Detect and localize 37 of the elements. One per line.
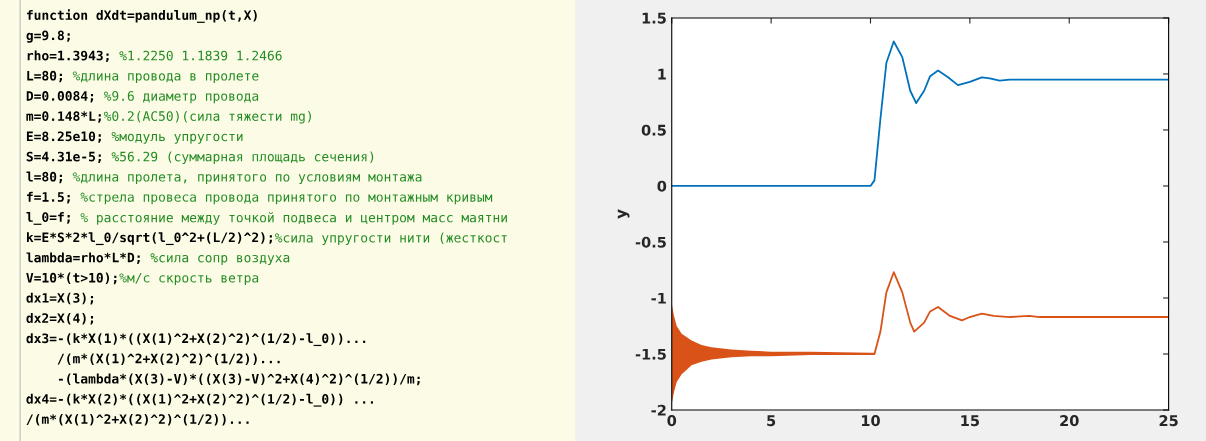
- x-tick-label: 25: [1159, 415, 1178, 427]
- text: k=E*S*2*l_0/sqrt(l_0^2+(L/2)^2);%сила упругости нити (жесткост: [26, 232, 507, 246]
- line-series: [671, 40, 1169, 187]
- text: V=10*(t>10);%м/с скрость ветра: [26, 272, 259, 286]
- text: /(m*(X(1)^2+X(2)^2)^(1/2))...: [26, 414, 249, 426]
- text: rho=1.3943; %1.2250 1.1839 1.2466: [27, 50, 282, 63]
- x-tick-label: 20: [1060, 415, 1079, 427]
- text: dx3=-(k*X(1)*((X(1)^2+X(2)^2)^(1/2)-l_0))...: [26, 333, 366, 347]
- y-tick-label: -1.5: [635, 348, 666, 360]
- text: function dXdt=pandulum_np(t,X): [26, 9, 257, 23]
- text: m=0.148*L;%0.2(AC50)(сила тяжести mg): [26, 110, 311, 124]
- y-tick-label: 1.5: [642, 12, 666, 24]
- x-tick-label: 0: [667, 415, 677, 427]
- text: E=8.25e10; %модуль упругости: [26, 131, 243, 144]
- text: dx2=X(4);: [26, 313, 94, 325]
- x-tick-label: 5: [767, 415, 776, 427]
- text: S=4.31e-5; %56.29 (суммарная площадь сечения): [26, 151, 374, 164]
- text: dx4=-(k*X(2)*((X(1)^2+X(2)^2)^(1/2)-l_0)) ...: [26, 393, 373, 407]
- x-tick-label: 15: [961, 415, 979, 427]
- y-tick-label: 0: [657, 180, 667, 192]
- text: dx1=X(3);: [26, 292, 94, 305]
- text: L=80; %длина провода в пролете: [27, 70, 259, 84]
- text: l=80; %длина пролета, принятого по условиям монтажа: [26, 171, 422, 185]
- text: g=9.8;: [26, 30, 70, 43]
- y-tick-label: 1: [658, 68, 666, 80]
- text: /(m*(X(1)^2+X(2)^2)^(1/2))...: [57, 353, 280, 365]
- text: lambda=rho*L*D; %сила сопр воздуха: [26, 252, 290, 265]
- y-tick-label: -2: [651, 404, 666, 416]
- text: f=1.5; %стрела провеса провода принятого по монтажным кривым: [26, 191, 493, 205]
- text: l_0=f; % расстояние между точкой подвеса и центром масс маятни: [26, 212, 507, 225]
- y-axis-title: y: [617, 209, 630, 219]
- y-tick-label: 0.5: [641, 124, 666, 136]
- y-tick-label: -0.5: [635, 236, 666, 248]
- x-tick-label: 10: [861, 415, 880, 427]
- y-tick-label: -1: [651, 292, 666, 304]
- text: -(lambda*(X(3)-V)*((X(3)-V)^2+X(4)^2)^(1/2))/m;: [58, 373, 420, 386]
- text: D=0.0084; %9.6 диаметр провода: [26, 91, 259, 104]
